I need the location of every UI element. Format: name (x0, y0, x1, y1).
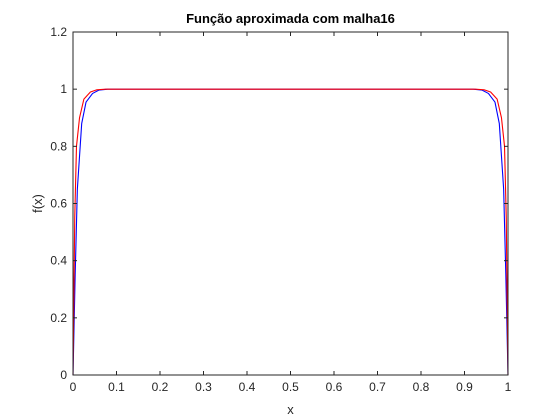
x-tick-label: 0.5 (282, 380, 299, 394)
x-tick-label: 0.1 (108, 380, 125, 394)
x-tick-label: 0.6 (326, 380, 343, 394)
y-tick-label: 0 (60, 368, 67, 382)
x-tick-label: 0.2 (152, 380, 169, 394)
chart-title: Função aproximada com malha16 (186, 11, 395, 26)
x-tick-label: 1 (505, 380, 512, 394)
x-tick-label: 0.4 (239, 380, 256, 394)
y-axis-label: f(x) (30, 194, 45, 213)
x-tick-label: 0 (70, 380, 77, 394)
x-axis: 0 0.1 0.2 0.3 0.4 0.5 0.6 0.7 0.8 0.9 1 (70, 32, 512, 394)
x-tick-label: 0.9 (456, 380, 473, 394)
y-tick-label: 1.2 (50, 25, 67, 39)
y-tick-label: 0.6 (50, 197, 67, 211)
x-tick-label: 0.7 (369, 380, 386, 394)
x-tick-label: 0.3 (195, 380, 212, 394)
y-tick-label: 0.8 (50, 139, 67, 153)
x-tick-label: 0.8 (413, 380, 430, 394)
x-axis-label: x (287, 402, 294, 417)
series-line-2 (72, 88, 509, 376)
series-layer (72, 88, 509, 376)
y-tick-label: 0.4 (50, 254, 67, 268)
y-tick-label: 0.2 (50, 311, 67, 325)
y-tick-label: 1 (60, 82, 67, 96)
plot-area (73, 32, 508, 375)
y-axis: 0 0.2 0.4 0.6 0.8 1 1.2 (50, 25, 508, 382)
